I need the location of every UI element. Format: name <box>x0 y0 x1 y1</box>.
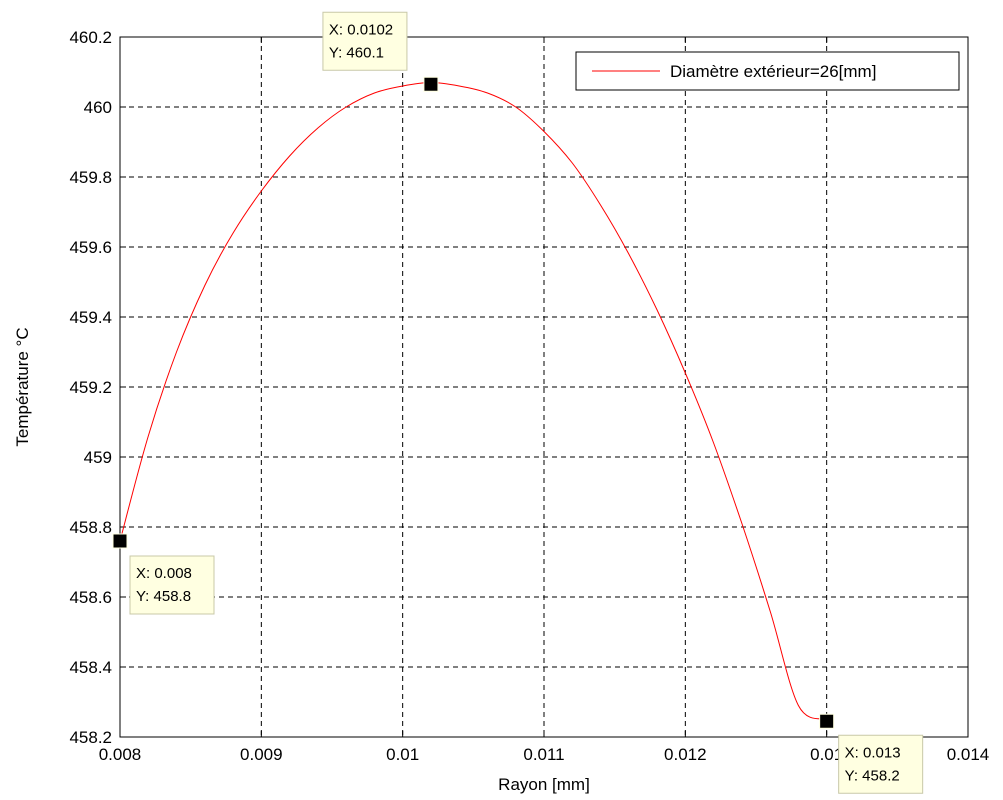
datatip-y-label: Y: 458.2 <box>845 767 900 784</box>
x-tick-label: 0.009 <box>240 745 283 764</box>
y-tick-label: 458.4 <box>69 658 112 677</box>
datatip-x-label: X: 0.008 <box>136 565 192 582</box>
y-tick-label: 460.2 <box>69 28 112 47</box>
datatip-box <box>322 11 408 71</box>
y-tick-label: 459.8 <box>69 168 112 187</box>
datatip-y-label: Y: 460.1 <box>329 44 384 61</box>
y-tick-labels: 458.2 458.4 458.6 458.8 459 459.2 459.4 459.6 45… <box>69 28 112 747</box>
grid-lines <box>120 37 968 737</box>
x-tick-label: 0.014 <box>947 745 990 764</box>
x-tick-labels: 0.008 0.009 0.01 0.011 0.012 0.01 0.014 <box>99 745 990 764</box>
y-tick-label: 459.6 <box>69 238 112 257</box>
y-tick-label: 458.6 <box>69 588 112 607</box>
datatip-box <box>838 734 924 794</box>
x-tick-label: 0.011 <box>523 745 564 764</box>
datatip-box <box>129 555 215 615</box>
datatip-x-label: X: 0.013 <box>845 744 901 761</box>
legend: Diamètre extérieur=26[mm] <box>575 51 960 91</box>
y-tick-label: 460 <box>84 98 112 117</box>
y-tick-label: 458.8 <box>69 518 112 537</box>
y-tick-label: 459.4 <box>69 308 112 327</box>
datatip-marker <box>423 76 439 92</box>
y-tick-label: 459 <box>84 448 112 467</box>
y-tick-label: 459.2 <box>69 378 112 397</box>
datatip-x-label: X: 0.0102 <box>329 21 393 38</box>
datatip-marker <box>819 713 835 729</box>
datatip-y-label: Y: 458.8 <box>136 588 191 605</box>
x-axis-label: Rayon [mm] <box>498 775 590 794</box>
series-line <box>119 81 827 720</box>
x-tick-label: 0.01 <box>810 745 843 764</box>
y-axis-label: Température °C <box>13 327 32 446</box>
y-tick-label: 458.2 <box>69 728 112 747</box>
x-tick-label: 0.012 <box>664 745 707 764</box>
datatip-marker <box>112 533 128 549</box>
legend-label: Diamètre extérieur=26[mm] <box>670 62 876 81</box>
datatips: X: 0.008 Y: 458.8 X: 0.0102 Y: 460.1 X: 0.01… <box>112 11 924 794</box>
x-tick-label: 0.008 <box>99 745 142 764</box>
x-tick-label: 0.01 <box>386 745 419 764</box>
